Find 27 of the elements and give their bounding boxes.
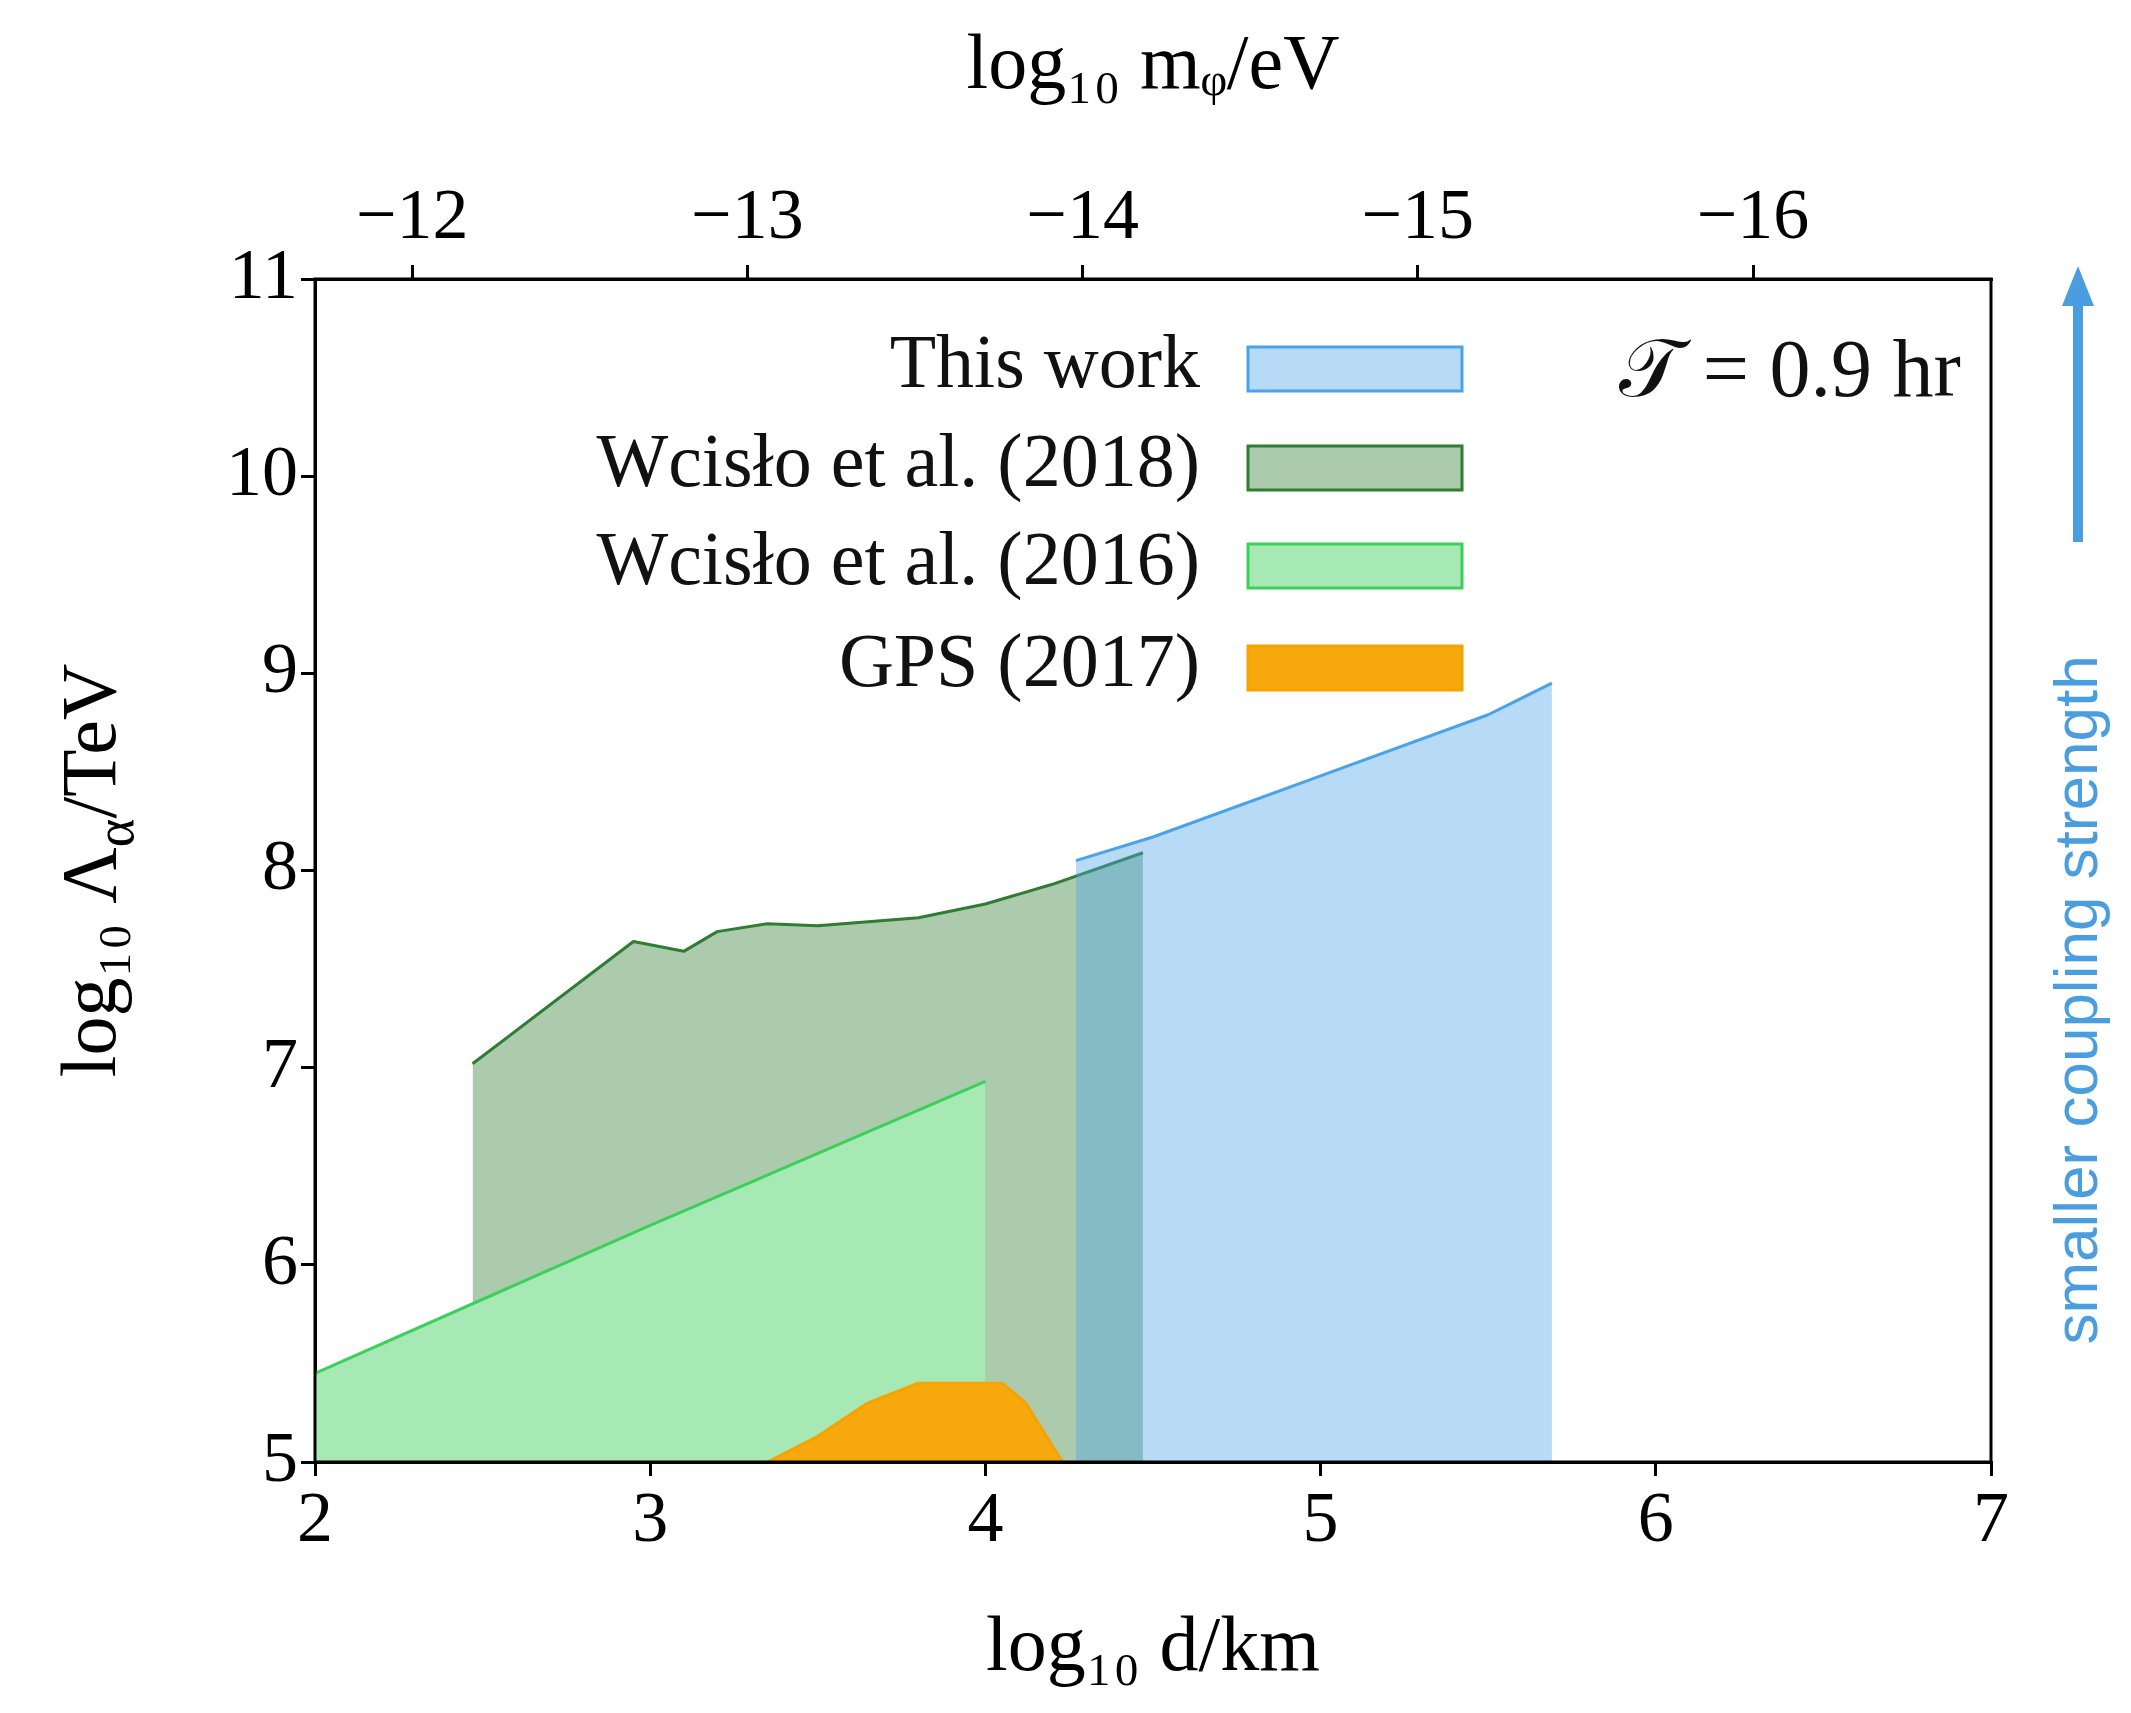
y-tick-label: 10 xyxy=(226,431,298,512)
x-tick-label: 6 xyxy=(1637,1477,1674,1558)
x2-tick-label: −12 xyxy=(355,173,469,254)
x2-tick-label: −13 xyxy=(691,173,804,254)
legend-label: Wcisło et al. (2016) xyxy=(596,515,1200,601)
y-tick-label: 8 xyxy=(262,825,298,906)
x2-tick-label: −14 xyxy=(1026,173,1139,254)
x2-tick-label: −15 xyxy=(1361,173,1475,254)
y-tick-label: 9 xyxy=(262,628,298,709)
y-tick-label: 6 xyxy=(262,1219,298,1300)
y-axis-title: log₁₀ Λα/TeV xyxy=(45,663,145,1078)
x-axis-title: log₁₀ d/km xyxy=(986,1600,1320,1688)
y-tick-label: 5 xyxy=(262,1416,298,1497)
x-tick-label: 4 xyxy=(967,1477,1004,1558)
text: smaller coupling strength xyxy=(2041,655,2111,1345)
x-tick-label: 7 xyxy=(1973,1477,2009,1558)
x-tick-label: 3 xyxy=(632,1477,669,1558)
x-tick-label: 2 xyxy=(297,1477,333,1558)
x2-axis-title: log₁₀ mᵩ/eV xyxy=(966,18,1340,106)
y-tick-label: 11 xyxy=(228,233,298,314)
legend-label: GPS (2017) xyxy=(838,617,1200,703)
x2-tick-label: −16 xyxy=(1696,173,1810,254)
legend-label: Wcisło et al. (2018) xyxy=(596,417,1200,503)
x-tick-label: 5 xyxy=(1302,1477,1339,1558)
annotation: 𝒯 = 0.9 hr xyxy=(1619,322,1961,414)
y-tick-label: 7 xyxy=(262,1022,298,1103)
legend-label: This work xyxy=(889,318,1200,403)
